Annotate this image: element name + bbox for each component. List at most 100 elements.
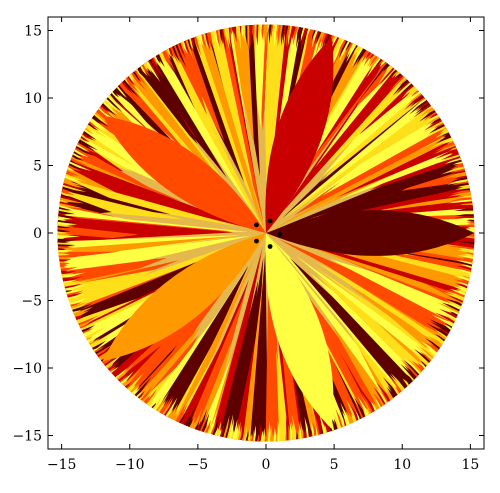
fractal-spike <box>184 279 249 434</box>
fringe-spike <box>377 63 395 86</box>
fringe-spike <box>346 40 356 59</box>
fringe-spike <box>429 318 454 333</box>
fringe-spike <box>96 104 118 122</box>
fractal-spike <box>160 305 228 424</box>
fringe-spike <box>254 425 259 442</box>
fringe-spike <box>57 210 76 215</box>
fringe-spike <box>151 396 162 412</box>
fringe-spike <box>449 266 474 273</box>
fringe-spike <box>139 385 153 404</box>
petal-4 <box>102 233 266 362</box>
y-tick-label: −15 <box>12 429 42 445</box>
fractal-spike <box>113 77 187 152</box>
fringe-spike <box>405 86 420 100</box>
fringe-spike <box>353 396 368 420</box>
fringe-spike <box>415 341 438 359</box>
fringe-spike <box>409 97 430 115</box>
fringe-spike <box>156 399 167 415</box>
fringe-spike <box>361 390 378 414</box>
fringe-spike <box>401 80 415 95</box>
fringe-spike <box>126 373 144 393</box>
fringe-spike <box>102 97 123 114</box>
fractal-spike <box>348 285 448 354</box>
fringe-spike <box>76 138 99 151</box>
fringe-spike <box>224 416 231 441</box>
fractal-spike <box>351 248 475 280</box>
fringe-spike <box>439 308 460 320</box>
fringe-spike <box>367 54 381 73</box>
fringe-spike <box>351 45 365 68</box>
fractal-spike <box>170 341 214 425</box>
fractal-spike <box>315 258 458 340</box>
fringe-spike <box>119 79 134 95</box>
fractal-spike <box>316 274 437 377</box>
fringe-spike <box>159 395 173 417</box>
ticks-group: −15 −10 −5 0 5 10 15 −15 −10 −5 0 5 10 15 <box>12 17 484 473</box>
fringe-spike <box>128 70 147 92</box>
fringe-spike <box>434 139 457 152</box>
fractal-spike <box>57 189 185 220</box>
fringe-spike <box>209 419 217 437</box>
fringe-spike <box>195 419 202 433</box>
fringe-spike <box>338 37 349 59</box>
fringe-spike <box>80 129 97 140</box>
petal-1 <box>266 210 475 256</box>
fringe-spike <box>400 359 421 379</box>
fringe-spike <box>448 295 466 304</box>
fringe-spike <box>61 178 84 187</box>
fringe-spike <box>59 186 87 194</box>
fringe-spike <box>87 118 108 133</box>
fringe-spike <box>404 91 425 111</box>
fringe-spike <box>403 359 423 378</box>
fringe-spike <box>331 34 339 48</box>
petal-2 <box>265 37 334 233</box>
fringe-spike <box>431 334 447 345</box>
fringe-spike <box>84 123 108 139</box>
fringe-spike <box>338 36 346 50</box>
fringe-spike <box>60 182 87 191</box>
fringe-spike <box>131 68 148 87</box>
fringe-spike <box>363 50 375 67</box>
fringe-spike <box>426 323 451 338</box>
center-point-3 <box>277 231 283 237</box>
petal-3 <box>102 115 266 233</box>
fringe-spike <box>197 409 208 434</box>
fringe-spike <box>66 162 85 171</box>
fringe-spike <box>376 60 390 79</box>
fringe-spike <box>403 88 423 107</box>
fringe-spike <box>220 413 229 440</box>
fringe-spike <box>401 82 416 96</box>
fringe-spike <box>133 376 152 399</box>
fringe-spike <box>107 91 125 108</box>
fringe-spike <box>361 48 371 63</box>
fringe-spike <box>405 90 424 107</box>
fringe-spike <box>338 38 351 64</box>
fringe-spike <box>117 80 133 96</box>
fringe-spike <box>143 388 158 407</box>
fringe-spike <box>67 160 92 172</box>
fractal-spike <box>65 144 152 189</box>
fringe-spike <box>389 374 406 393</box>
x-tick-label: 5 <box>330 457 339 473</box>
fringe-spike <box>99 101 117 116</box>
fringe-spike <box>73 145 96 157</box>
fractal-spike <box>313 266 442 358</box>
fringe-spike <box>400 363 419 382</box>
fringe-spike <box>434 312 458 325</box>
fringe-spike <box>85 121 99 131</box>
fringe-spike <box>311 28 319 49</box>
fringe-spike <box>389 74 408 95</box>
fringe-spike <box>357 396 371 418</box>
fringe-spike <box>208 410 218 437</box>
fringe-spike <box>388 73 406 93</box>
fringe-spike <box>352 43 361 57</box>
center-point-1 <box>254 222 259 228</box>
fringe-spike <box>71 148 89 158</box>
fringe-spike <box>453 286 469 293</box>
fringe-spike <box>419 104 436 118</box>
fringe-spike <box>211 415 220 438</box>
fringe-spike <box>113 368 128 382</box>
fringe-spike <box>69 153 84 161</box>
fringe-spike <box>436 302 462 315</box>
fringe-spike <box>424 341 441 354</box>
